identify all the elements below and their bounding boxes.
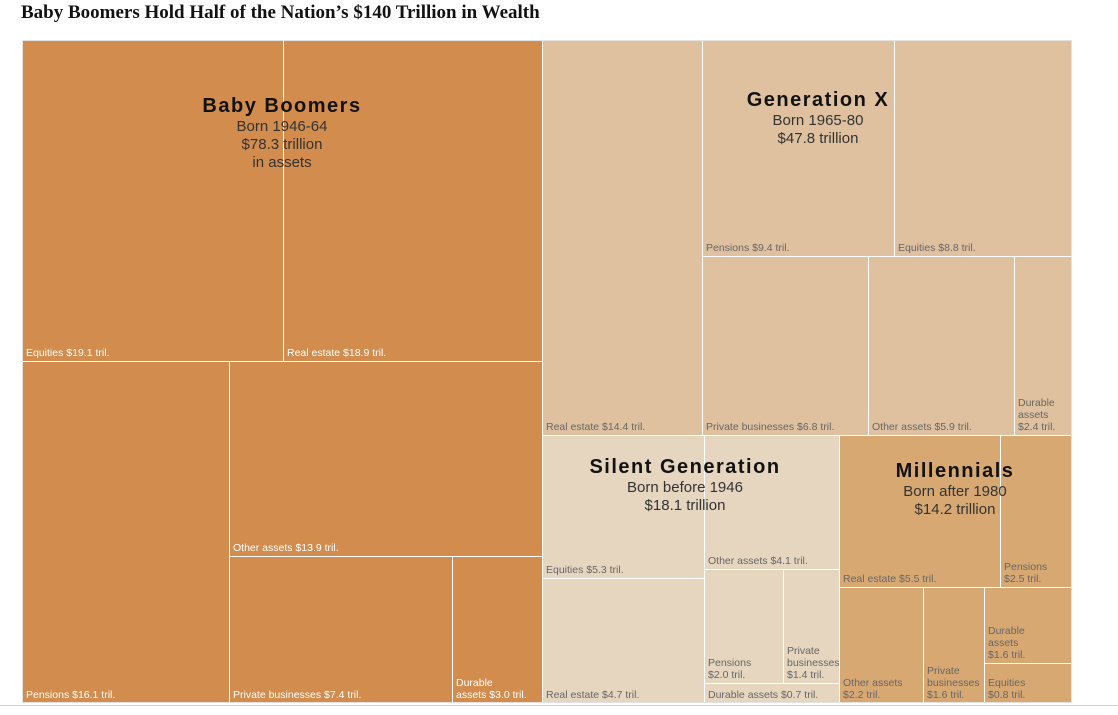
generation-x-durable-assets-cell: Durable assets $2.4 tril. (1015, 257, 1071, 436)
millennials-group-line: $14.2 trillion (914, 501, 996, 518)
generation-x-private-businesses-label: Private businesses $6.8 tril. (706, 421, 835, 433)
baby-boomers-private-businesses-cell: Private businesses $7.4 tril. (230, 557, 453, 702)
millennials-group-name: Millennials (895, 460, 1015, 482)
silent-generation-group-line: Born before 1946 (627, 479, 743, 496)
generation-x-equities-cell: Equities $8.8 tril. (895, 41, 1071, 257)
millennials-private-businesses-label: Private businesses $1.6 tril. (927, 665, 980, 701)
generation-x-real-estate-cell: Real estate $14.4 tril. (543, 41, 703, 436)
millennials-equities-cell: Equities $0.8 tril. (985, 664, 1071, 702)
generation-x-pensions-cell: Pensions $9.4 tril. (703, 41, 895, 257)
baby-boomers-pensions-label: Pensions $16.1 tril. (26, 689, 116, 701)
baby-boomers-real-estate-cell: Real estate $18.9 tril. (284, 41, 543, 362)
millennials-other-assets-cell: Other assets $2.2 tril. (840, 588, 924, 702)
baby-boomers-durable-assets-label: Durable assets $3.0 tril. (456, 677, 527, 701)
silent-generation-pensions-label: Pensions $2.0 tril. (708, 657, 752, 681)
treemap: Equities $19.1 tril. Real estate $18.9 tr… (22, 40, 1072, 703)
silent-generation-real-estate-cell: Real estate $4.7 tril. (543, 579, 705, 702)
generation-x-group-label: Generation X Born 1965-80 $47.8 trillion (698, 88, 938, 148)
silent-generation-equities-label: Equities $5.3 tril. (546, 564, 624, 576)
baby-boomers-other-assets-label: Other assets $13.9 tril. (233, 542, 339, 554)
baby-boomers-group-line: Born 1946-64 (236, 118, 328, 135)
silent-generation-other-assets-label: Other assets $4.1 tril. (708, 555, 808, 567)
generation-x-group-line: Born 1965-80 (772, 112, 864, 129)
millennials-equities-label: Equities $0.8 tril. (988, 677, 1026, 701)
silent-generation-other-assets-cell: Other assets $4.1 tril. (705, 436, 840, 570)
millennials-pensions-label: Pensions $2.5 tril. (1004, 561, 1048, 585)
generation-x-real-estate-label: Real estate $14.4 tril. (546, 421, 646, 433)
silent-generation-private-businesses-cell: Private businesses $1.4 tril. (784, 570, 840, 684)
generation-x-equities-label: Equities $8.8 tril. (898, 242, 976, 254)
silent-generation-group-name: Silent Generation (589, 456, 781, 478)
generation-x-group-line: $47.8 trillion (777, 130, 859, 147)
silent-generation-private-businesses-label: Private businesses $1.4 tril. (787, 645, 840, 681)
silent-generation-group-line: $18.1 trillion (644, 497, 726, 514)
millennials-group-label: Millennials Born after 1980 $14.2 trillion (845, 459, 1065, 519)
bottom-divider (0, 705, 1118, 706)
baby-boomers-durable-assets-cell: Durable assets $3.0 tril. (453, 557, 543, 702)
silent-generation-durable-assets-cell: Durable assets $0.7 tril. (705, 684, 840, 702)
silent-generation-group-label: Silent Generation Born before 1946 $18.1 t… (545, 455, 825, 515)
generation-x-other-assets-label: Other assets $5.9 tril. (872, 421, 972, 433)
generation-x-pensions-label: Pensions $9.4 tril. (706, 242, 790, 254)
chart-title: Baby Boomers Hold Half of the Nation’s $… (21, 2, 540, 23)
silent-generation-real-estate-label: Real estate $4.7 tril. (546, 689, 640, 701)
baby-boomers-other-assets-cell: Other assets $13.9 tril. (230, 362, 543, 557)
millennials-private-businesses-cell: Private businesses $1.6 tril. (924, 588, 985, 702)
baby-boomers-group-line: in assets (252, 154, 312, 171)
baby-boomers-equities-cell: Equities $19.1 tril. (23, 41, 284, 362)
millennials-real-estate-label: Real estate $5.5 tril. (843, 573, 937, 585)
millennials-real-estate-cell: Real estate $5.5 tril. (840, 436, 1001, 588)
baby-boomers-private-businesses-label: Private businesses $7.4 tril. (233, 689, 362, 701)
generation-x-durable-assets-label: Durable assets $2.4 tril. (1018, 397, 1056, 433)
baby-boomers-group-line: $78.3 trillion (241, 136, 323, 153)
baby-boomers-group-name: Baby Boomers (202, 95, 362, 117)
millennials-durable-assets-label: Durable assets $1.6 tril. (988, 625, 1026, 661)
millennials-pensions-cell: Pensions $2.5 tril. (1001, 436, 1071, 588)
silent-generation-pensions-cell: Pensions $2.0 tril. (705, 570, 784, 684)
silent-generation-durable-assets-label: Durable assets $0.7 tril. (708, 689, 819, 701)
baby-boomers-real-estate-label: Real estate $18.9 tril. (287, 347, 387, 359)
millennials-other-assets-label: Other assets $2.2 tril. (843, 677, 903, 701)
baby-boomers-group-label: Baby Boomers Born 1946-64 $78.3 trillion in… (162, 94, 402, 172)
millennials-durable-assets-cell: Durable assets $1.6 tril. (985, 588, 1071, 664)
generation-x-private-businesses-cell: Private businesses $6.8 tril. (703, 257, 869, 436)
generation-x-group-name: Generation X (746, 89, 890, 111)
silent-generation-equities-cell: Equities $5.3 tril. (543, 436, 705, 579)
baby-boomers-equities-label: Equities $19.1 tril. (26, 347, 110, 359)
baby-boomers-pensions-cell: Pensions $16.1 tril. (23, 362, 230, 702)
generation-x-other-assets-cell: Other assets $5.9 tril. (869, 257, 1015, 436)
millennials-group-line: Born after 1980 (903, 483, 1007, 500)
